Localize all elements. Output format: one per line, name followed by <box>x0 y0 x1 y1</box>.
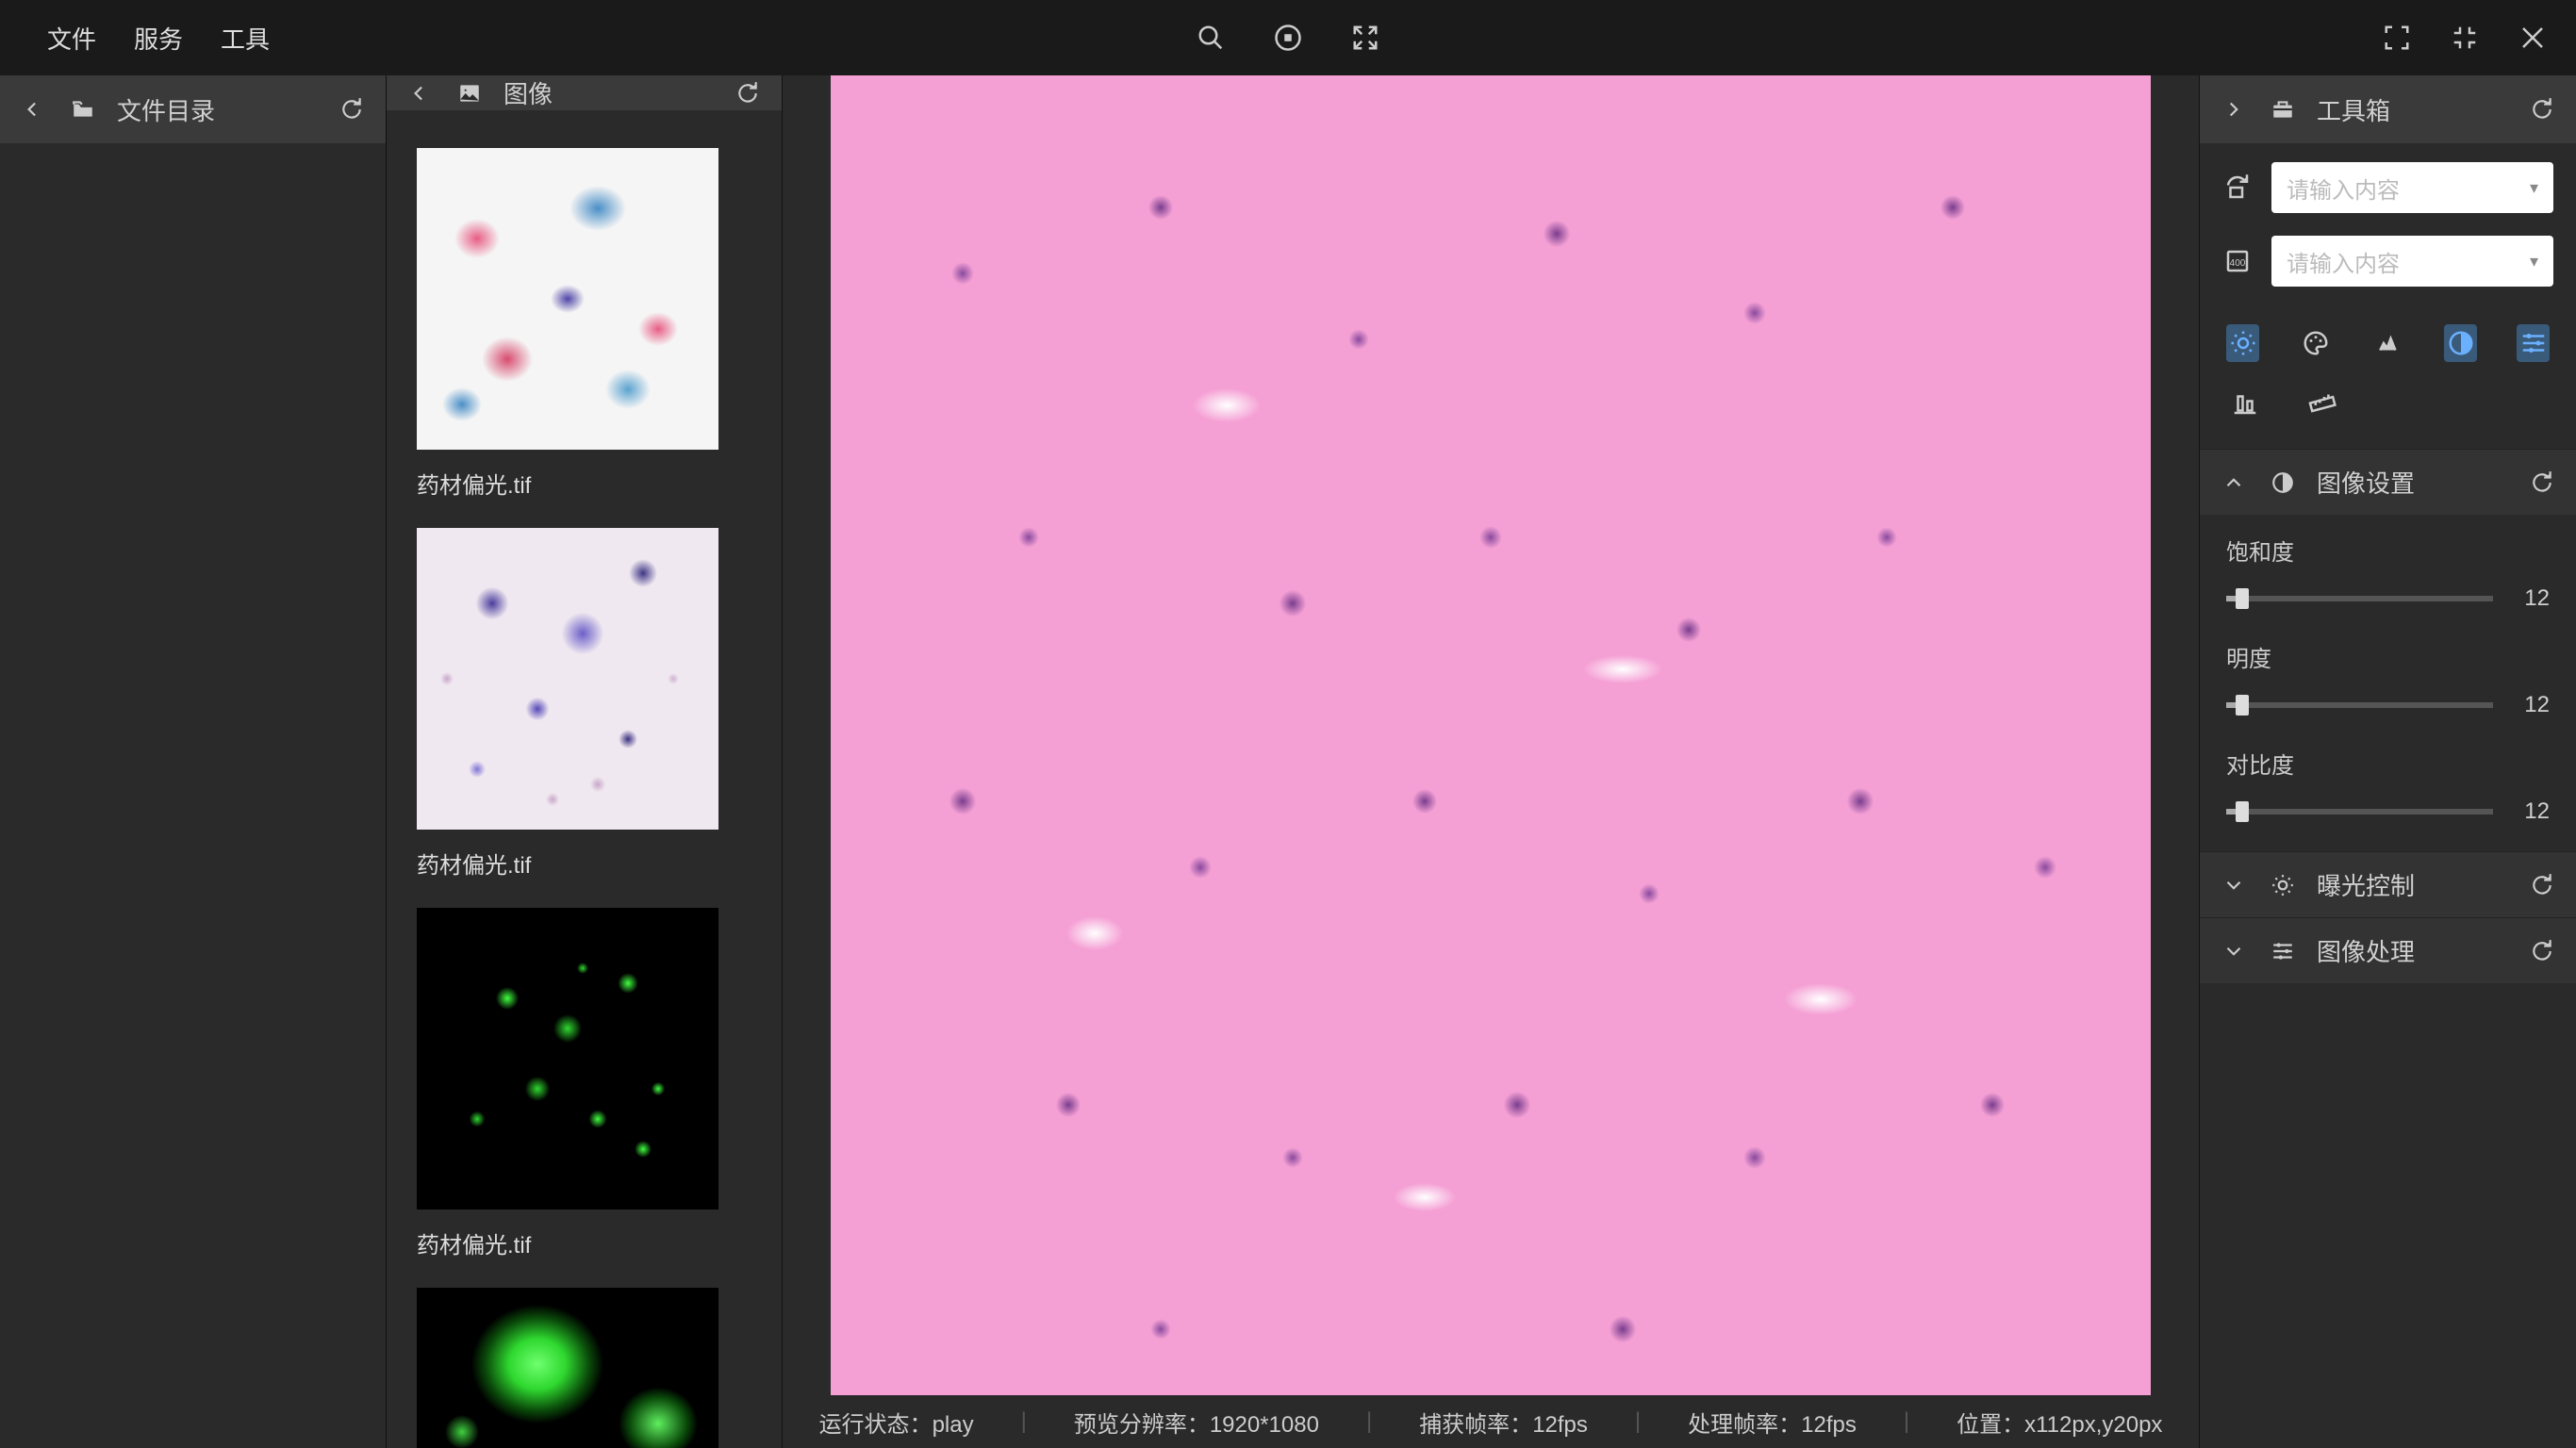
tool-brightness-icon[interactable] <box>2226 324 2259 362</box>
fullscreen-corners-icon[interactable] <box>2382 23 2412 53</box>
sliders-icon <box>2268 936 2298 966</box>
thumbnail-item[interactable] <box>417 1288 718 1448</box>
thumbnail-image <box>417 1288 718 1448</box>
status-bar: 运行状态：play | 预览分辨率：1920*1080 | 捕获帧率：12fps… <box>783 1395 2199 1448</box>
close-icon[interactable] <box>2518 23 2548 53</box>
slider-handle[interactable] <box>2236 801 2249 822</box>
panel-file-directory: 文件目录 <box>0 75 387 1448</box>
slider-brightness[interactable] <box>2226 702 2493 708</box>
tool-align-bottom-icon[interactable] <box>2226 385 2264 422</box>
slider-value-contrast: 12 <box>2512 798 2550 825</box>
exit-fullscreen-icon[interactable] <box>2450 23 2480 53</box>
slider-value-brightness: 12 <box>2512 692 2550 718</box>
iso-icon: 400 <box>2222 246 2253 276</box>
status-process-fps: 处理帧率：12fps <box>1688 1406 1857 1439</box>
chevron-up-icon <box>2219 468 2249 498</box>
contrast-icon <box>2268 468 2298 498</box>
refresh-icon[interactable] <box>2527 94 2557 124</box>
thumbnail-item[interactable]: 药材偏光.tif <box>417 908 718 1259</box>
expand-icon[interactable] <box>1350 23 1380 53</box>
panel-header-images: 图像 <box>387 75 782 110</box>
tool-contrast-icon[interactable] <box>2444 324 2477 362</box>
thumbnail-label: 药材偏光.tif <box>417 1226 718 1259</box>
main-image[interactable] <box>831 75 2151 1395</box>
rotate-icon <box>2222 173 2253 203</box>
accordion-exposure[interactable]: 曝光控制 <box>2200 851 2576 917</box>
panel-header-toolbox: 工具箱 <box>2200 75 2576 143</box>
svg-text:400: 400 <box>2230 258 2246 269</box>
chevron-right-icon[interactable] <box>2219 94 2249 124</box>
chevron-down-icon: ▾ <box>2530 178 2538 198</box>
accordion-title: 曝光控制 <box>2317 867 2415 902</box>
toolbox-icon <box>2268 94 2298 124</box>
slider-label-contrast: 对比度 <box>2226 747 2550 780</box>
status-state: 运行状态：play <box>819 1406 974 1439</box>
status-position: 位置：x112px,y20px <box>1957 1406 2162 1439</box>
search-icon[interactable] <box>1196 23 1226 53</box>
tool-palette-icon[interactable] <box>2299 324 2332 362</box>
refresh-icon[interactable] <box>2527 870 2557 900</box>
refresh-icon[interactable] <box>2527 468 2557 498</box>
select-placeholder: 请输入内容 <box>2287 172 2400 205</box>
thumbnail-item[interactable]: 药材偏光.tif <box>417 528 718 880</box>
sun-icon <box>2268 870 2298 900</box>
accordion-title: 图像设置 <box>2317 465 2415 500</box>
tool-ruler-icon[interactable] <box>2304 385 2341 422</box>
tool-histogram-icon[interactable] <box>2371 324 2404 362</box>
accordion-processing[interactable]: 图像处理 <box>2200 917 2576 983</box>
panel-title-toolbox: 工具箱 <box>2317 92 2390 127</box>
chevron-left-icon[interactable] <box>19 94 49 124</box>
accordion-image-settings[interactable]: 图像设置 <box>2200 449 2576 515</box>
panel-title-file-directory: 文件目录 <box>117 92 215 127</box>
menu-tools[interactable]: 工具 <box>221 21 270 56</box>
slider-handle[interactable] <box>2236 588 2249 609</box>
thumbnail-image <box>417 908 718 1209</box>
main-view: 运行状态：play | 预览分辨率：1920*1080 | 捕获帧率：12fps… <box>783 75 2199 1448</box>
refresh-icon[interactable] <box>337 94 367 124</box>
thumbnail-item[interactable]: 药材偏光.tif <box>417 148 718 500</box>
chevron-down-icon: ▾ <box>2530 252 2538 272</box>
panel-images: 图像 药材偏光.tif 药材偏光.tif 药材偏光.tif <box>387 75 783 1448</box>
slider-contrast[interactable] <box>2226 809 2493 814</box>
thumbnail-image <box>417 528 718 830</box>
panel-header-file-directory: 文件目录 <box>0 75 386 143</box>
status-capture-fps: 捕获帧率：12fps <box>1419 1406 1588 1439</box>
accordion-title: 图像处理 <box>2317 933 2415 968</box>
folder-open-icon <box>68 94 98 124</box>
slider-saturation[interactable] <box>2226 596 2493 601</box>
topbar: 文件 服务 工具 <box>0 0 2576 75</box>
slider-label-saturation: 饱和度 <box>2226 534 2550 567</box>
slider-label-brightness: 明度 <box>2226 640 2550 673</box>
stop-icon[interactable] <box>1273 23 1303 53</box>
status-resolution: 预览分辨率：1920*1080 <box>1074 1406 1319 1439</box>
tool-sliders-icon[interactable] <box>2517 324 2550 362</box>
thumbnail-label: 药材偏光.tif <box>417 467 718 500</box>
slider-handle[interactable] <box>2236 695 2249 716</box>
chevron-left-icon[interactable] <box>405 78 436 108</box>
thumbnail-image <box>417 148 718 450</box>
menu-service[interactable]: 服务 <box>134 21 183 56</box>
panel-toolbox: 工具箱 请输入内容 ▾ 400 请输入内容 ▾ <box>2199 75 2576 1448</box>
panel-title-images: 图像 <box>504 75 553 110</box>
menu-file[interactable]: 文件 <box>47 21 96 56</box>
chevron-down-icon <box>2219 870 2249 900</box>
refresh-icon[interactable] <box>733 78 763 108</box>
refresh-icon[interactable] <box>2527 936 2557 966</box>
image-icon <box>454 78 485 108</box>
select-input-2[interactable]: 请输入内容 ▾ <box>2271 236 2553 287</box>
slider-value-saturation: 12 <box>2512 585 2550 612</box>
chevron-down-icon <box>2219 936 2249 966</box>
select-input-1[interactable]: 请输入内容 ▾ <box>2271 162 2553 213</box>
thumbnail-label: 药材偏光.tif <box>417 847 718 880</box>
select-placeholder: 请输入内容 <box>2287 245 2400 278</box>
